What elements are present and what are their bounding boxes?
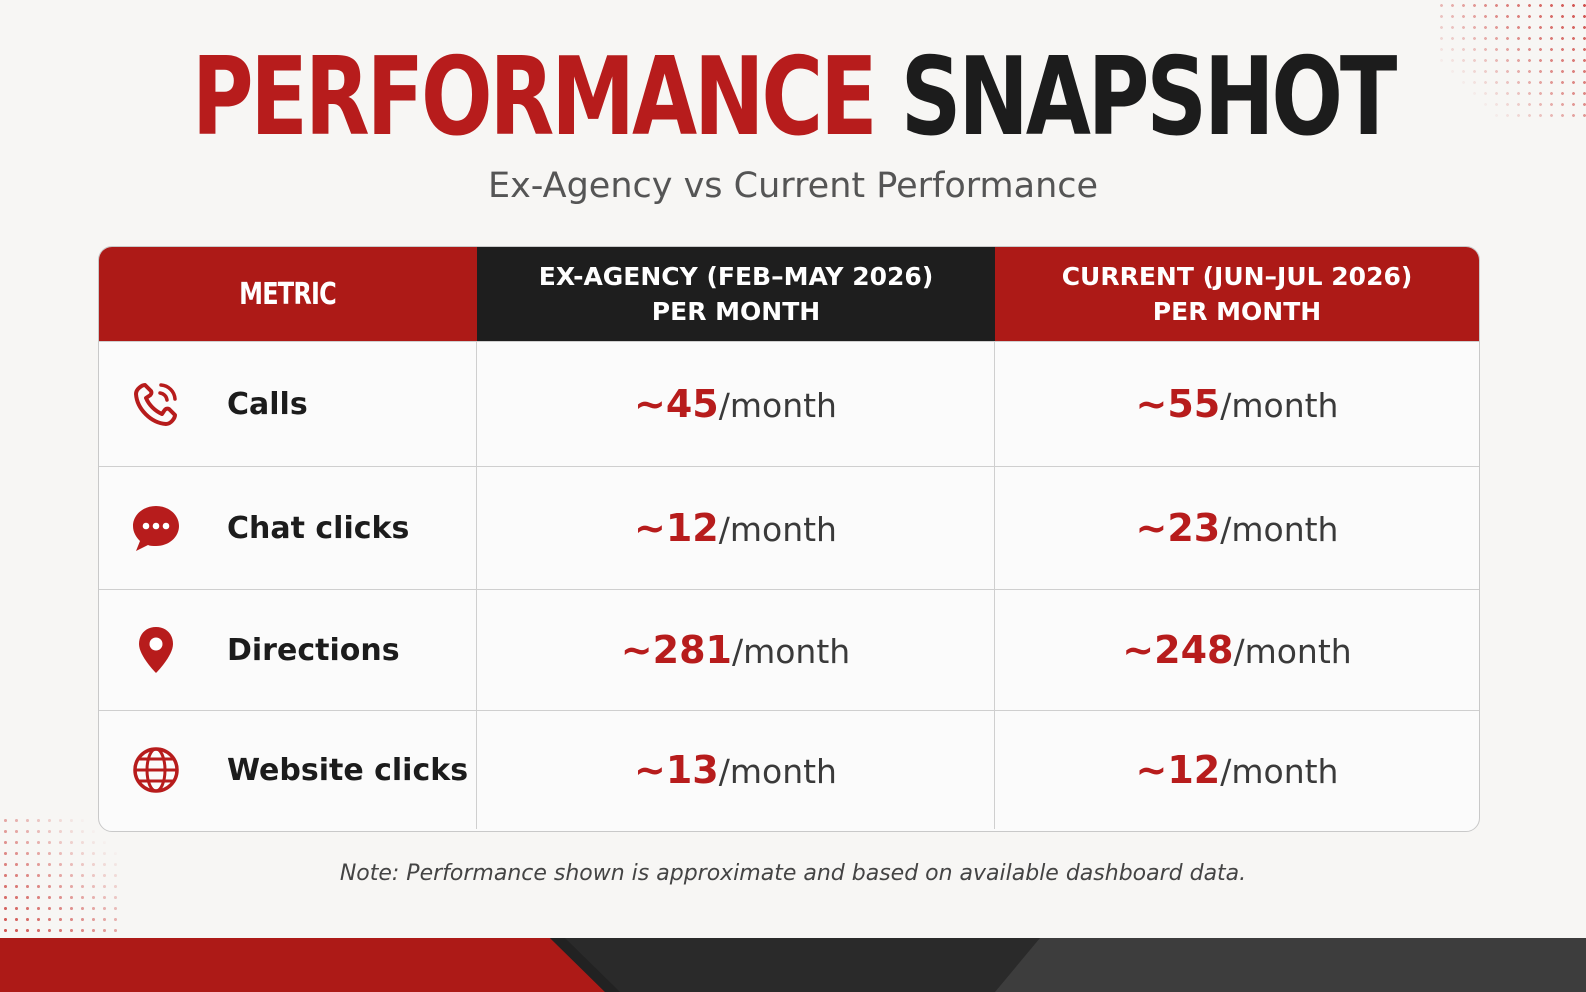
metric-label: Chat clicks — [227, 510, 410, 546]
header-current: CURRENT (JUN–JUL 2026) PER MONTH — [995, 247, 1479, 341]
decorative-dots-top-right — [1436, 0, 1586, 120]
current-value: ~248 — [1122, 628, 1234, 672]
header-ex-agency: EX-AGENCY (FEB–MAY 2026) PER MONTH — [477, 247, 995, 341]
header-metric: METRIC — [99, 247, 477, 341]
page-subtitle: Ex-Agency vs Current Performance — [487, 166, 1099, 206]
current-value-cell: ~23/month — [995, 467, 1479, 589]
location-pin-icon — [131, 625, 181, 675]
value-unit: /month — [1220, 752, 1339, 791]
chat-icon — [131, 503, 181, 553]
table-row: Calls ~45/month ~55/month — [99, 341, 1479, 466]
value-unit: /month — [1220, 510, 1339, 549]
value-unit: /month — [718, 510, 837, 549]
ex-agency-value: ~45 — [634, 382, 719, 426]
current-value-cell: ~248/month — [995, 590, 1479, 710]
ex-agency-value: ~281 — [620, 628, 732, 672]
title-part-red: PERFORMANCE — [191, 35, 878, 160]
metric-cell: Website clicks — [99, 711, 477, 829]
metric-label: Website clicks — [227, 752, 469, 788]
value-unit: /month — [1220, 386, 1339, 425]
metric-label: Calls — [227, 386, 308, 422]
globe-icon — [131, 745, 181, 795]
decorative-dots-bottom-left — [0, 815, 120, 935]
value-unit: /month — [718, 752, 837, 791]
current-value: ~23 — [1135, 506, 1221, 550]
ex-agency-value-cell: ~281/month — [477, 590, 995, 710]
title-part-dark: SNAPSHOT — [900, 35, 1398, 160]
comparison-table: METRIC EX-AGENCY (FEB–MAY 2026) PER MONT… — [98, 246, 1480, 832]
page-title: PERFORMANCE SNAPSHOT — [174, 38, 1411, 158]
phone-icon — [131, 379, 181, 429]
table-row: Website clicks ~13/month ~12/month — [99, 710, 1479, 829]
current-value: ~12 — [1135, 748, 1221, 792]
ex-agency-value-cell: ~12/month — [477, 467, 995, 589]
table-row: Directions ~281/month ~248/month — [99, 589, 1479, 710]
ex-agency-value-cell: ~45/month — [477, 342, 995, 466]
ex-agency-value-cell: ~13/month — [477, 711, 995, 829]
metric-cell: Chat clicks — [99, 467, 477, 589]
footnote: Note: Performance shown is approximate a… — [339, 861, 1247, 886]
current-value-cell: ~55/month — [995, 342, 1479, 466]
value-unit: /month — [731, 632, 851, 671]
metric-label: Directions — [227, 632, 400, 668]
metric-cell: Calls — [99, 342, 477, 466]
table-row: Chat clicks ~12/month ~23/month — [99, 466, 1479, 589]
decorative-bottom-band — [0, 938, 1586, 992]
current-value: ~55 — [1135, 382, 1221, 426]
metric-cell: Directions — [99, 590, 477, 710]
current-value-cell: ~12/month — [995, 711, 1479, 829]
value-unit: /month — [1233, 632, 1352, 671]
value-unit: /month — [718, 386, 837, 425]
table-header: METRIC EX-AGENCY (FEB–MAY 2026) PER MONT… — [99, 247, 1479, 341]
ex-agency-value: ~13 — [634, 748, 719, 792]
ex-agency-value: ~12 — [634, 506, 719, 550]
